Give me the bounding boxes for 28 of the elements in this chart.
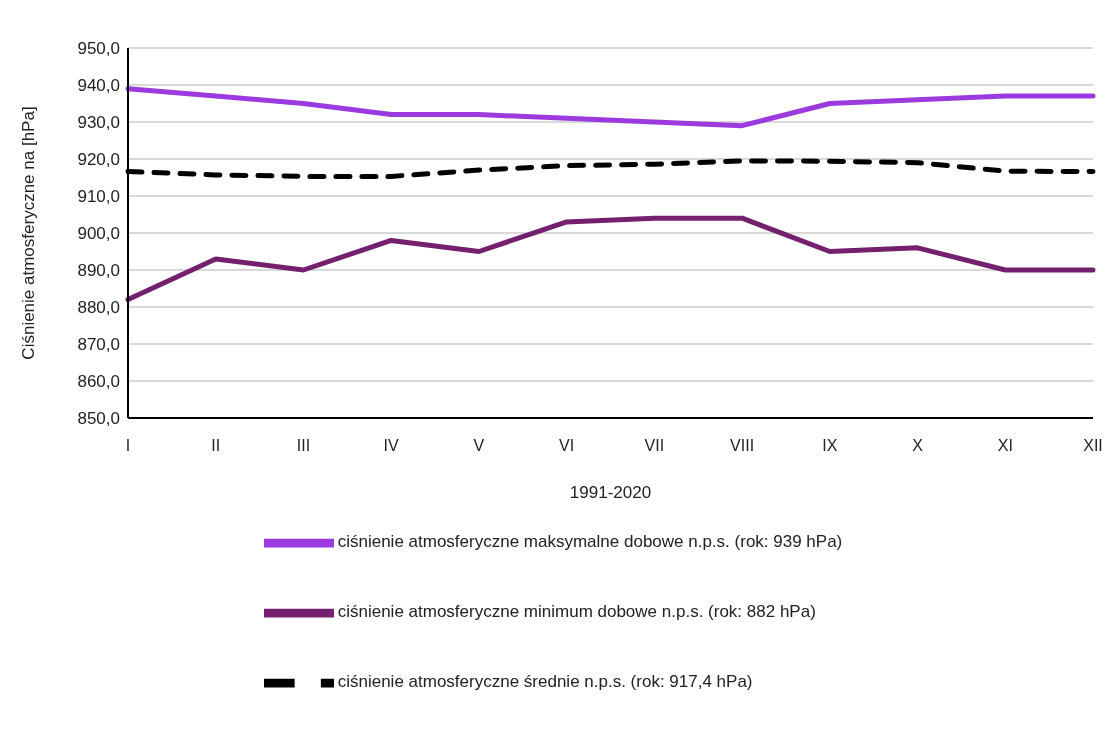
x-tick-label: XI [997,437,1013,455]
y-tick-label: 860,0 [77,372,120,392]
y-tick-label: 900,0 [77,224,120,244]
y-axis-title: Ciśnienie atmosferyczne na [hPa] [19,106,39,360]
y-tick-label: 870,0 [77,335,120,355]
x-axis-title: 1991-2020 [569,483,652,502]
legend-label: ciśnienie atmosferyczne minimum dobowe n.p.s. (rok: 882 hPa) [337,602,816,622]
y-tick-label: 950,0 [77,39,120,59]
x-tick-label: IX [822,437,838,455]
x-tick-label: X [912,437,924,455]
x-tick-label: I [125,437,131,455]
x-tick-label: VIII [730,437,755,455]
y-tick-label: 890,0 [77,261,120,281]
y-tick-label: 880,0 [77,298,120,318]
legend-label: ciśnienie atmosferyczne maksymalne dobowe n.p.s. (rok: 939 hPa) [337,532,843,552]
x-tick-label: II [211,437,221,455]
y-tick-label: 910,0 [77,187,120,207]
x-tick-label: VI [559,437,575,455]
y-tick-label: 850,0 [77,409,120,429]
x-tick-label: IV [383,437,400,455]
x-tick-label: III [296,437,311,455]
x-tick-label: XII [1083,437,1103,455]
y-tick-label: 920,0 [77,150,120,170]
y-tick-label: 930,0 [77,113,120,133]
legend-label: ciśnienie atmosferyczne średnie n.p.s. (rok: 917,4 hPa) [337,672,753,692]
x-tick-label: VII [644,437,665,455]
y-tick-label: 940,0 [77,76,120,96]
x-tick-label: V [473,437,485,455]
